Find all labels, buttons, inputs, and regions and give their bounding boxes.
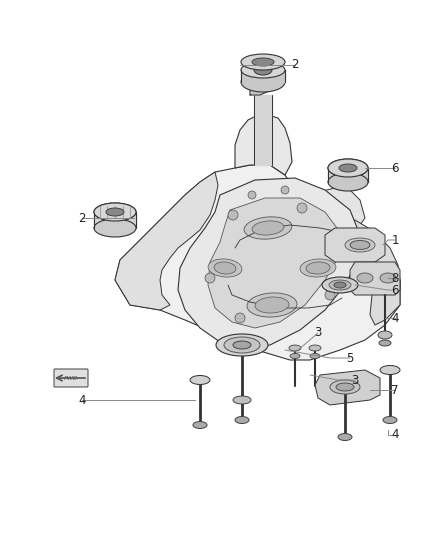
Ellipse shape — [254, 65, 272, 75]
Ellipse shape — [252, 58, 274, 66]
Ellipse shape — [94, 203, 136, 221]
Text: 8: 8 — [391, 271, 399, 285]
Circle shape — [228, 210, 238, 220]
Text: 6: 6 — [391, 284, 399, 296]
Polygon shape — [115, 172, 218, 310]
Ellipse shape — [190, 376, 210, 384]
Polygon shape — [178, 178, 360, 348]
Polygon shape — [315, 370, 380, 405]
Ellipse shape — [216, 334, 268, 356]
Ellipse shape — [241, 62, 285, 78]
Text: 5: 5 — [346, 351, 354, 365]
Ellipse shape — [328, 159, 368, 177]
Ellipse shape — [94, 203, 136, 221]
Circle shape — [281, 186, 289, 194]
Ellipse shape — [193, 422, 207, 429]
Circle shape — [235, 313, 245, 323]
Polygon shape — [235, 115, 292, 175]
Circle shape — [297, 203, 307, 213]
Ellipse shape — [310, 353, 320, 359]
Ellipse shape — [350, 240, 370, 249]
Polygon shape — [254, 95, 272, 165]
Polygon shape — [250, 82, 276, 95]
Ellipse shape — [338, 433, 352, 440]
Ellipse shape — [247, 293, 297, 317]
Ellipse shape — [330, 380, 360, 394]
Ellipse shape — [380, 273, 396, 283]
Ellipse shape — [300, 259, 336, 277]
Text: FWD: FWD — [64, 376, 78, 381]
Text: 1: 1 — [391, 233, 399, 246]
FancyBboxPatch shape — [54, 369, 88, 387]
Polygon shape — [241, 70, 285, 82]
Polygon shape — [345, 220, 400, 325]
Polygon shape — [115, 165, 400, 360]
Ellipse shape — [233, 341, 251, 349]
Circle shape — [335, 247, 345, 257]
Ellipse shape — [328, 173, 368, 191]
Circle shape — [325, 290, 335, 300]
Polygon shape — [328, 168, 368, 182]
Ellipse shape — [345, 238, 375, 252]
Text: 6: 6 — [391, 161, 399, 174]
Ellipse shape — [378, 331, 392, 339]
Ellipse shape — [252, 221, 284, 235]
Ellipse shape — [329, 280, 351, 290]
Polygon shape — [310, 188, 365, 225]
Ellipse shape — [224, 337, 260, 353]
Ellipse shape — [255, 297, 289, 313]
Polygon shape — [325, 228, 385, 262]
Ellipse shape — [290, 353, 300, 359]
Circle shape — [205, 273, 215, 283]
Ellipse shape — [233, 396, 251, 404]
Ellipse shape — [379, 340, 391, 346]
Ellipse shape — [106, 208, 124, 216]
Text: 3: 3 — [351, 374, 359, 386]
Ellipse shape — [336, 383, 354, 391]
Polygon shape — [350, 262, 400, 295]
Text: 3: 3 — [314, 327, 321, 340]
Ellipse shape — [208, 259, 242, 277]
Ellipse shape — [339, 164, 357, 172]
Ellipse shape — [244, 217, 292, 239]
Ellipse shape — [334, 282, 346, 288]
Ellipse shape — [241, 72, 285, 92]
Ellipse shape — [309, 345, 321, 351]
Text: 7: 7 — [391, 384, 399, 397]
Polygon shape — [208, 198, 340, 328]
Text: 4: 4 — [78, 393, 86, 407]
Ellipse shape — [328, 159, 368, 177]
Text: 4: 4 — [391, 429, 399, 441]
Ellipse shape — [306, 262, 330, 274]
Ellipse shape — [383, 416, 397, 424]
Ellipse shape — [94, 219, 136, 237]
Ellipse shape — [214, 262, 236, 274]
Ellipse shape — [322, 277, 358, 293]
Polygon shape — [94, 212, 136, 228]
Ellipse shape — [357, 273, 373, 283]
Circle shape — [248, 191, 256, 199]
Ellipse shape — [241, 54, 285, 70]
Ellipse shape — [235, 416, 249, 424]
Ellipse shape — [289, 345, 301, 351]
Text: 2: 2 — [291, 59, 299, 71]
Ellipse shape — [380, 366, 400, 375]
Text: 2: 2 — [78, 212, 86, 224]
Text: 4: 4 — [391, 311, 399, 325]
